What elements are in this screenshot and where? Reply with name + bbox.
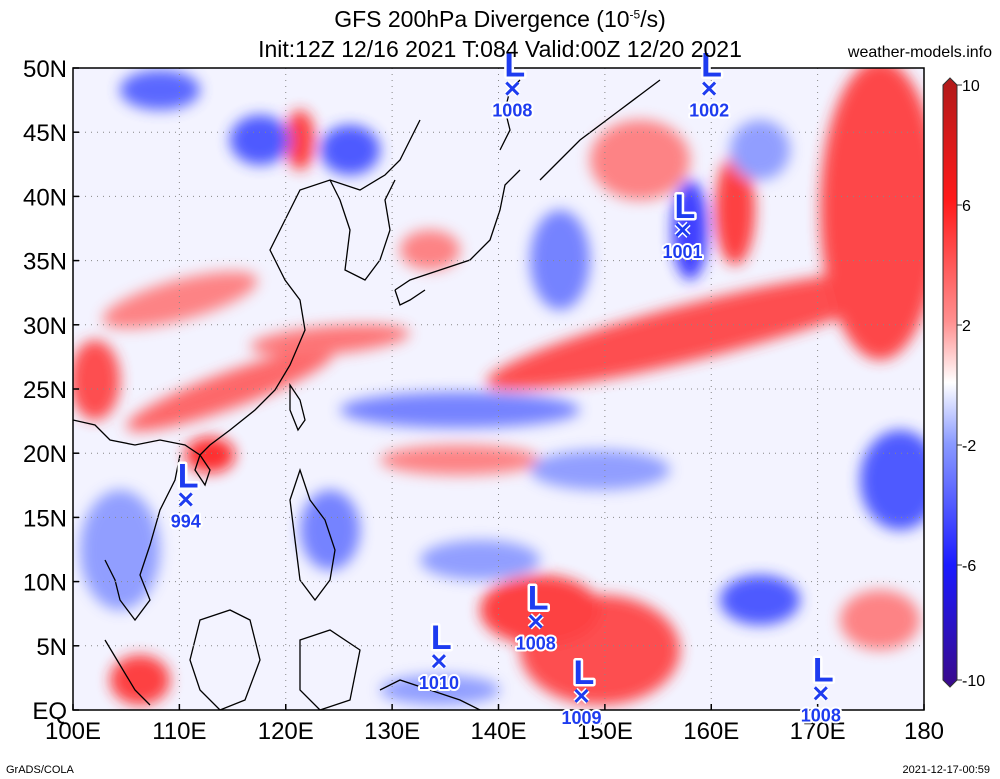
low-center-x	[574, 688, 589, 703]
colorbar: 10 6 2 -2 -6 -10	[942, 77, 985, 690]
credit-right: 2021-12-17-00:59	[902, 764, 990, 776]
lon-tick-label: 150E	[577, 718, 633, 745]
low-letter-halo: L	[813, 651, 834, 689]
low-letter: L	[504, 47, 525, 85]
low-pressure-halo: 1009	[561, 708, 601, 728]
low-letter-halo: L	[431, 619, 452, 657]
low-center-x	[675, 222, 690, 237]
low-letter-halo: L	[504, 47, 525, 85]
lat-tick-label: 35N	[23, 249, 67, 276]
low-letter-halo: L	[573, 654, 594, 692]
colorbar-label: -6	[962, 558, 976, 575]
low-pressure-label: 1002	[689, 101, 729, 121]
site-label: weather-models.info	[847, 44, 992, 61]
low-pressure-halo: 1001	[663, 242, 703, 262]
lon-tick-label: 130E	[364, 718, 420, 745]
chart-subtitle: Init:12Z 12/16 2021 T:084 Valid:00Z 12/2…	[258, 36, 742, 62]
low-letter: L	[528, 579, 549, 617]
low-pressure-markers: LL10081008LL10021002LL10011001LL994994LL…	[169, 44, 843, 730]
lon-tick-label: 100E	[45, 718, 101, 745]
divergence-field	[73, 68, 924, 710]
lat-tick-label: 15N	[23, 505, 67, 532]
low-pressure-halo: 1002	[689, 101, 729, 121]
low-letter-halo: L	[178, 457, 199, 495]
colorbar-bar	[942, 77, 958, 688]
colorbar-labels: 10 6 2 -2 -6 -10	[957, 78, 985, 690]
low-center-x	[813, 686, 828, 701]
low-pressure-label: 1009	[561, 708, 601, 728]
low-letter-halo: L	[675, 188, 696, 226]
low-pressure-halo: 1008	[801, 705, 841, 725]
low-pressure-label: 1008	[801, 705, 841, 725]
low-letter: L	[813, 651, 834, 689]
chart-title: GFS 200hPa Divergence (10-5/s)	[0, 6, 1000, 33]
lat-tick-label: 40N	[23, 184, 67, 211]
lat-tick-label: 45N	[23, 120, 67, 147]
low-pressure-halo: 1010	[419, 673, 459, 693]
lat-tick-label: EQ	[32, 698, 67, 725]
low-letter: L	[701, 47, 722, 85]
low-letter: L	[675, 188, 696, 226]
low-center-x	[178, 492, 193, 507]
colorbar-label: -10	[962, 673, 985, 690]
low-letter: L	[178, 457, 199, 495]
low-pressure-halo: 994	[171, 511, 201, 531]
lat-tick-label: 20N	[23, 441, 67, 468]
low-pressure-label: 1008	[492, 101, 532, 121]
lon-tick-label: 120E	[258, 718, 314, 745]
title-suffix: /s)	[640, 6, 666, 32]
title-exponent: -5	[629, 7, 641, 22]
lat-tick-label: 25N	[23, 377, 67, 404]
lat-tick-label: 10N	[23, 570, 67, 597]
coastlines	[73, 79, 661, 710]
colorbar-label: -2	[962, 438, 976, 455]
low-center-x	[702, 81, 717, 96]
low-center-x	[431, 654, 446, 669]
lon-tick-label: 180	[904, 718, 944, 745]
low-pressure-label: 994	[171, 511, 201, 531]
lon-tick-label: 170E	[790, 718, 846, 745]
lat-axis: EQ 5N 10N 15N 20N 25N 30N 35N 40N 45N 50N	[23, 56, 79, 725]
colorbar-label: 10	[962, 78, 980, 95]
lon-tick-label: 140E	[470, 718, 526, 745]
lat-tick-label: 50N	[23, 56, 67, 83]
colorbar-label: 2	[962, 318, 971, 335]
low-pressure-halo: 1008	[492, 101, 532, 121]
lon-tick-label: 110E	[152, 718, 206, 745]
credit-left: GrADS/COLA	[6, 764, 74, 776]
low-letter-halo: L	[701, 47, 722, 85]
low-center-x	[505, 81, 520, 96]
title-prefix: GFS 200hPa Divergence (10	[334, 6, 630, 32]
low-letter-halo: L	[528, 579, 549, 617]
low-pressure-halo: 1008	[516, 633, 556, 653]
lat-tick-label: 5N	[36, 634, 67, 661]
low-letter: L	[573, 654, 594, 692]
lon-axis: 100E 110E 120E 130E 140E 150E 160E 170E 180	[45, 704, 944, 745]
low-letter: L	[431, 619, 452, 657]
low-center-x	[528, 614, 543, 629]
low-pressure-label: 1008	[516, 633, 556, 653]
low-pressure-label: 1010	[419, 673, 459, 693]
colorbar-label: 6	[962, 198, 971, 215]
low-pressure-label: 1001	[663, 242, 703, 262]
lat-tick-label: 30N	[23, 313, 67, 340]
lon-tick-label: 160E	[683, 718, 739, 745]
